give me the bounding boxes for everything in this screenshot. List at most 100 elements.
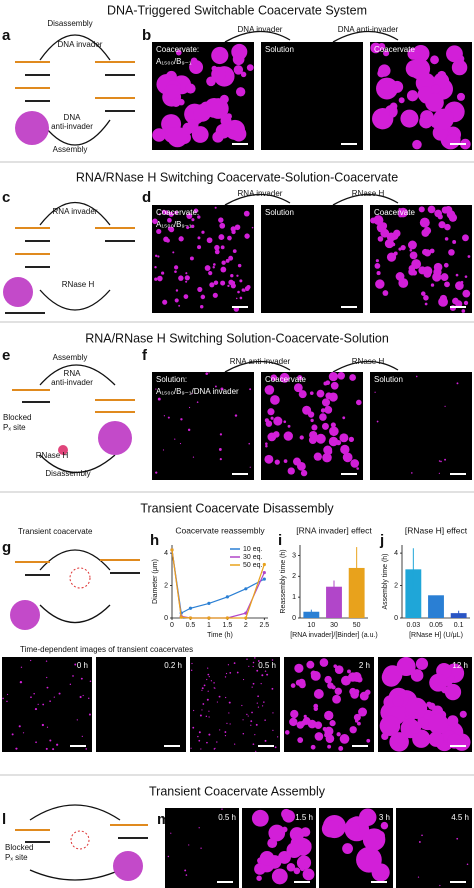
droplet	[286, 842, 303, 859]
droplet	[46, 726, 49, 728]
point	[244, 587, 248, 591]
droplet	[154, 277, 158, 281]
droplet	[227, 284, 230, 287]
x-tick-label: 1	[207, 622, 211, 629]
droplet	[315, 433, 326, 444]
droplet	[289, 827, 305, 842]
droplet	[171, 97, 181, 107]
droplet	[379, 222, 388, 230]
droplet	[162, 449, 165, 451]
droplet	[446, 210, 456, 219]
panel-letter: d	[142, 189, 151, 206]
droplet	[294, 663, 304, 673]
diagram-label: Disassembly	[45, 469, 90, 478]
droplet	[187, 428, 191, 432]
droplet	[313, 452, 322, 461]
droplet	[349, 687, 357, 696]
droplet	[277, 736, 279, 738]
arrow-label: RNA invader	[238, 189, 283, 198]
droplet	[415, 657, 429, 670]
droplet	[419, 217, 430, 228]
diagram-label: Pₓ site	[5, 853, 28, 862]
droplet	[272, 712, 274, 714]
droplet	[230, 283, 236, 289]
droplet	[221, 260, 226, 265]
droplet	[88, 713, 91, 716]
droplet	[289, 717, 298, 727]
droplet	[192, 726, 195, 729]
droplet	[155, 388, 157, 390]
droplet	[344, 821, 360, 836]
droplet	[225, 113, 232, 120]
droplet	[300, 469, 308, 477]
droplet	[373, 215, 384, 226]
droplet	[225, 672, 228, 675]
droplets	[370, 205, 471, 313]
droplet	[439, 884, 441, 887]
droplet	[382, 290, 389, 296]
droplet	[209, 282, 215, 288]
droplet	[224, 731, 227, 733]
droplet	[164, 84, 181, 101]
droplet	[175, 49, 182, 56]
droplet	[178, 236, 184, 242]
droplet	[190, 57, 198, 65]
droplet	[186, 225, 190, 230]
droplet	[284, 730, 290, 735]
droplet	[265, 420, 273, 427]
droplet	[452, 240, 457, 244]
droplet	[231, 43, 248, 60]
point	[179, 615, 183, 619]
droplet	[234, 743, 236, 745]
image-caption: 0.5 h	[218, 813, 236, 822]
diagram-label: DNA invader	[58, 40, 103, 49]
droplet	[244, 233, 250, 239]
panel-letter: g	[2, 539, 11, 556]
droplet	[349, 374, 356, 381]
droplet	[213, 748, 216, 750]
droplet	[187, 119, 199, 131]
droplet	[452, 297, 459, 305]
droplet	[250, 720, 253, 723]
droplet	[218, 217, 224, 223]
droplet	[229, 671, 232, 674]
droplet	[199, 714, 202, 717]
droplet	[219, 222, 226, 229]
cycle-diagram	[10, 549, 140, 630]
droplet	[444, 281, 450, 288]
section-title: RNA/RNase H Switching Coacervate-Solutio…	[76, 170, 398, 184]
droplet	[307, 719, 317, 729]
droplet	[342, 452, 353, 463]
chart-title: Coacervate reassembly	[175, 525, 265, 535]
bar	[405, 569, 422, 618]
droplet	[212, 292, 218, 298]
droplet	[18, 725, 21, 728]
droplet	[45, 747, 48, 750]
droplet	[270, 416, 274, 420]
droplet	[196, 401, 199, 403]
droplet	[459, 710, 467, 718]
droplet	[167, 217, 172, 223]
droplet	[174, 270, 177, 273]
diagram-label: RNase H	[36, 451, 69, 460]
droplet	[409, 248, 413, 252]
point	[225, 616, 229, 620]
droplet	[455, 281, 464, 290]
droplet	[11, 733, 14, 736]
droplet	[241, 704, 243, 707]
droplet	[447, 715, 459, 727]
point	[244, 616, 248, 620]
droplet	[408, 265, 416, 272]
droplet	[207, 690, 209, 692]
droplet	[227, 664, 230, 666]
droplet	[261, 674, 264, 677]
droplet	[235, 87, 246, 97]
droplet	[193, 208, 199, 213]
droplets	[155, 372, 252, 475]
image-caption: Coacervate:	[156, 45, 199, 54]
droplet	[30, 659, 32, 662]
droplet	[335, 439, 342, 446]
droplet	[328, 436, 339, 447]
droplet	[179, 442, 182, 445]
micrograph	[261, 205, 363, 313]
